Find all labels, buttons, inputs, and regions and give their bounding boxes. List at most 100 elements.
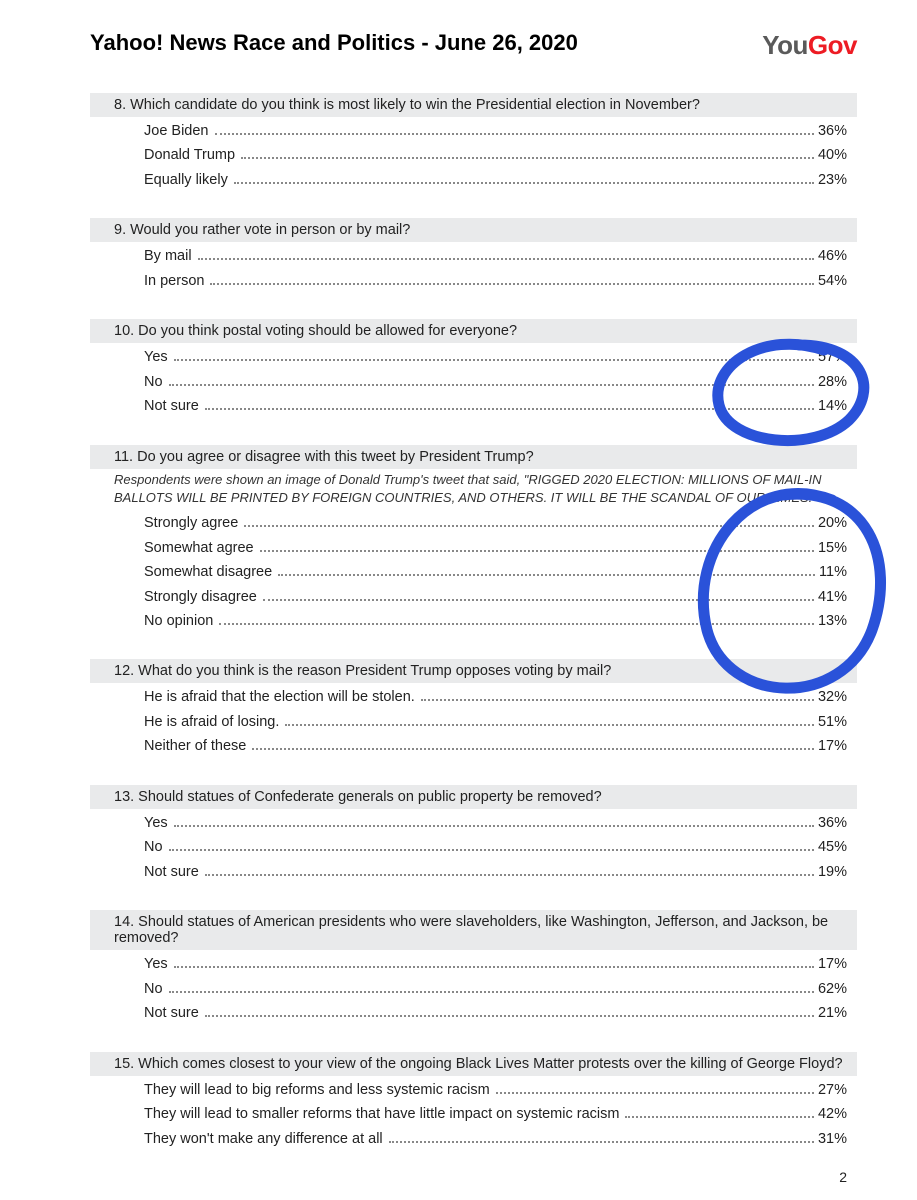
response-row: Joe Biden36%	[90, 119, 857, 143]
question-header: 14. Should statues of American president…	[90, 910, 857, 950]
response-label: No	[144, 836, 163, 858]
leader-dots	[198, 258, 814, 260]
leader-dots	[174, 359, 814, 361]
question-header: 13. Should statues of Confederate genera…	[90, 785, 857, 809]
leader-dots	[219, 623, 814, 625]
response-row: Somewhat disagree 11%	[90, 560, 857, 584]
response-label: No opinion	[144, 610, 213, 632]
response-row: He is afraid that the election will be s…	[90, 685, 857, 709]
responses: Strongly agree 20%Somewhat agree15%Somewh…	[90, 509, 857, 633]
question-block: 14. Should statues of American president…	[90, 910, 857, 1025]
yougov-logo: YouGov	[762, 30, 857, 61]
leader-dots	[210, 283, 814, 285]
response-value: 32%	[818, 686, 857, 708]
response-label: Somewhat disagree	[144, 561, 272, 583]
response-value: 20%	[818, 512, 857, 534]
response-row: In person 54%	[90, 269, 857, 293]
question-header: 15. Which comes closest to your view of …	[90, 1052, 857, 1076]
response-value: 17%	[818, 735, 857, 757]
response-label: Strongly disagree	[144, 586, 257, 608]
leader-dots	[625, 1116, 814, 1118]
response-value: 11%	[819, 561, 857, 583]
response-value: 28%	[818, 371, 857, 393]
responses: They will lead to big reforms and less s…	[90, 1076, 857, 1151]
leader-dots	[205, 408, 814, 410]
response-row: Equally likely 23%	[90, 168, 857, 192]
response-value: 40%	[818, 144, 857, 166]
page: Yahoo! News Race and Politics - June 26,…	[0, 0, 917, 1197]
responses: He is afraid that the election will be s…	[90, 683, 857, 758]
response-row: He is afraid of losing.51%	[90, 710, 857, 734]
leader-dots	[169, 384, 814, 386]
response-row: They will lead to smaller reforms that h…	[90, 1102, 857, 1126]
response-value: 45%	[818, 836, 857, 858]
leader-dots	[205, 1015, 814, 1017]
leader-dots	[421, 699, 814, 701]
response-row: By mail 46%	[90, 244, 857, 268]
response-label: Strongly agree	[144, 512, 238, 534]
question-block: 12. What do you think is the reason Pres…	[90, 659, 857, 758]
leader-dots	[215, 133, 814, 135]
response-value: 19%	[818, 861, 857, 883]
page-number: 2	[839, 1169, 847, 1185]
responses: Joe Biden36%Donald Trump40%Equally likel…	[90, 117, 857, 192]
response-value: 54%	[818, 270, 857, 292]
leader-dots	[252, 748, 814, 750]
leader-dots	[174, 966, 814, 968]
response-row: No62%	[90, 977, 857, 1001]
response-label: Not sure	[144, 395, 199, 417]
question-header: 12. What do you think is the reason Pres…	[90, 659, 857, 683]
response-row: Neither of these 17%	[90, 734, 857, 758]
response-row: Not sure21%	[90, 1001, 857, 1025]
leader-dots	[389, 1141, 814, 1143]
response-value: 57%	[818, 346, 857, 368]
question-block: 15. Which comes closest to your view of …	[90, 1052, 857, 1151]
response-row: No opinion 13%	[90, 609, 857, 633]
responses: By mail 46% In person 54%	[90, 242, 857, 293]
leader-dots	[496, 1092, 814, 1094]
leader-dots	[205, 874, 814, 876]
leader-dots	[244, 525, 814, 527]
question-block: 8. Which candidate do you think is most …	[90, 93, 857, 192]
response-label: Donald Trump	[144, 144, 235, 166]
questions-container: 8. Which candidate do you think is most …	[90, 93, 857, 1151]
response-label: He is afraid of losing.	[144, 711, 279, 733]
response-row: Strongly agree 20%	[90, 511, 857, 535]
question-header: 10. Do you think postal voting should be…	[90, 319, 857, 343]
response-label: By mail	[144, 245, 192, 267]
response-value: 41%	[818, 586, 857, 608]
response-value: 13%	[818, 610, 857, 632]
question-block: 10. Do you think postal voting should be…	[90, 319, 857, 418]
response-row: Yes57%	[90, 345, 857, 369]
response-value: 36%	[818, 812, 857, 834]
response-value: 27%	[818, 1079, 857, 1101]
response-row: No 45%	[90, 835, 857, 859]
leader-dots	[285, 724, 814, 726]
logo-gov: Gov	[808, 30, 857, 60]
response-row: Strongly disagree 41%	[90, 585, 857, 609]
response-label: Yes	[144, 953, 168, 975]
response-row: Not sure14%	[90, 394, 857, 418]
question-block: 11. Do you agree or disagree with this t…	[90, 445, 857, 634]
response-row: They will lead to big reforms and less s…	[90, 1078, 857, 1102]
page-header: Yahoo! News Race and Politics - June 26,…	[90, 30, 857, 61]
response-value: 62%	[818, 978, 857, 1000]
response-label: No	[144, 371, 163, 393]
leader-dots	[241, 157, 814, 159]
response-value: 23%	[818, 169, 857, 191]
leader-dots	[174, 825, 814, 827]
question-note: Respondents were shown an image of Donal…	[90, 469, 857, 509]
leader-dots	[278, 574, 815, 576]
response-value: 46%	[818, 245, 857, 267]
response-row: They won't make any difference at all31%	[90, 1127, 857, 1151]
response-value: 42%	[818, 1103, 857, 1125]
response-label: Neither of these	[144, 735, 246, 757]
response-label: In person	[144, 270, 204, 292]
response-value: 21%	[818, 1002, 857, 1024]
question-header: 8. Which candidate do you think is most …	[90, 93, 857, 117]
page-title: Yahoo! News Race and Politics - June 26,…	[90, 30, 578, 56]
responses: Yes36%No45%Not sure19%	[90, 809, 857, 884]
leader-dots	[263, 599, 814, 601]
response-label: Equally likely	[144, 169, 228, 191]
response-row: Somewhat agree15%	[90, 536, 857, 560]
